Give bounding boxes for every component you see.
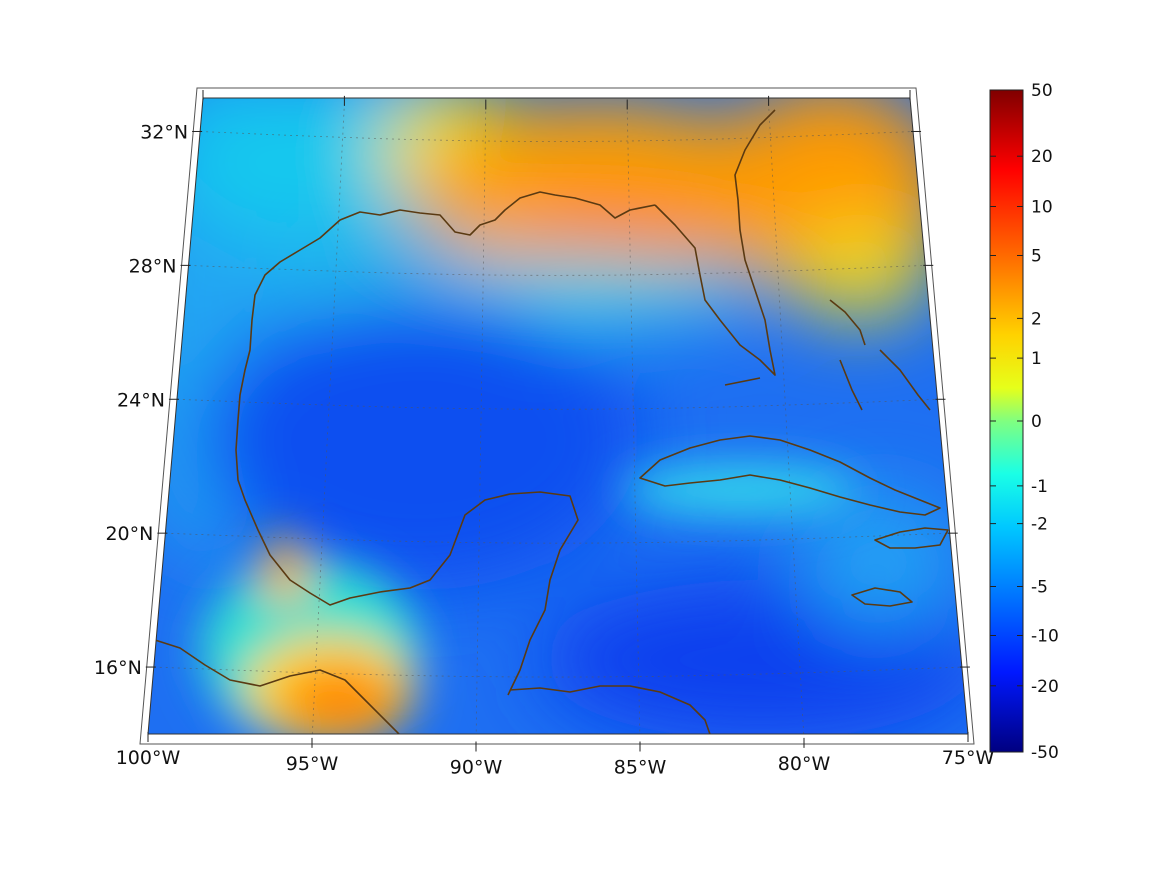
field-mexico-yellow [263, 535, 307, 605]
field-gulf-interior [200, 290, 640, 590]
lat-label: 24°N [117, 389, 165, 411]
coast-gulf-mainland [235, 191, 656, 696]
colorbar-label: 2 [1031, 309, 1042, 329]
graticule-lat-line [153, 666, 962, 678]
field-east-light [800, 490, 960, 630]
coastline [154, 109, 949, 734]
graticule-lat-line [176, 398, 938, 410]
lat-label: 16°N [94, 657, 142, 679]
colorbar-label: -5 [1031, 578, 1048, 598]
field-cuba-cyan [620, 465, 860, 515]
graticule-lat-line [200, 131, 914, 142]
colorbar-label: 1 [1031, 349, 1042, 369]
lon-label: 85°W [614, 757, 667, 779]
coast-jamaica [851, 587, 913, 607]
data-field [148, 98, 968, 734]
colorbar-label: -2 [1031, 515, 1048, 535]
lon-label: 100°W [116, 747, 181, 769]
lon-label: 90°W [450, 757, 503, 779]
colorbar-label: 10 [1031, 198, 1053, 218]
colorbar-label: 5 [1031, 247, 1042, 267]
colorbar-label: 0 [1031, 412, 1042, 432]
lat-label: 20°N [105, 523, 153, 545]
map-frame-outer [139, 87, 975, 745]
colorbar-label: 20 [1031, 147, 1053, 167]
coast-cuba [639, 435, 941, 516]
coast-bahamas [829, 299, 931, 411]
longitude-axis: 100°W 95°W 90°W 85°W 80°W 75°W [116, 90, 995, 779]
coast-florida-keys [724, 377, 761, 386]
colorbar-label: -10 [1031, 626, 1059, 646]
lat-label: 28°N [129, 255, 177, 277]
colorbar-label: -1 [1031, 477, 1048, 497]
graticule-lon-line [768, 103, 805, 734]
latitude-axis: 32°N 28°N 24°N 20°N 16°N [94, 121, 970, 679]
graticule-lon-line [311, 103, 345, 734]
colorbar-label: 50 [1031, 81, 1053, 101]
lon-label: 80°W [778, 753, 831, 775]
lat-label: 32°N [140, 121, 188, 143]
coast-central-america-pacific [154, 639, 406, 734]
field-southeast-us-yellow [790, 220, 930, 320]
field-tehuantepec-orange [280, 665, 400, 734]
graticule-lon-line [475, 107, 487, 734]
coast-florida [654, 109, 776, 376]
graticule-lon-line [626, 107, 641, 734]
colorbar-label: -50 [1031, 743, 1059, 763]
colorbar-label: -20 [1031, 677, 1059, 697]
coast-honduras [509, 685, 713, 734]
coast-hispaniola [874, 527, 949, 549]
lon-label: 95°W [286, 753, 339, 775]
lon-label: 75°W [942, 747, 995, 769]
